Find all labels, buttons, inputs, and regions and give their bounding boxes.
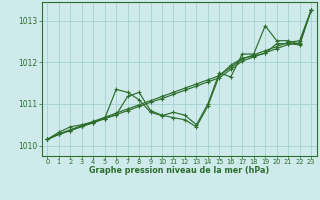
X-axis label: Graphe pression niveau de la mer (hPa): Graphe pression niveau de la mer (hPa) [89,166,269,175]
